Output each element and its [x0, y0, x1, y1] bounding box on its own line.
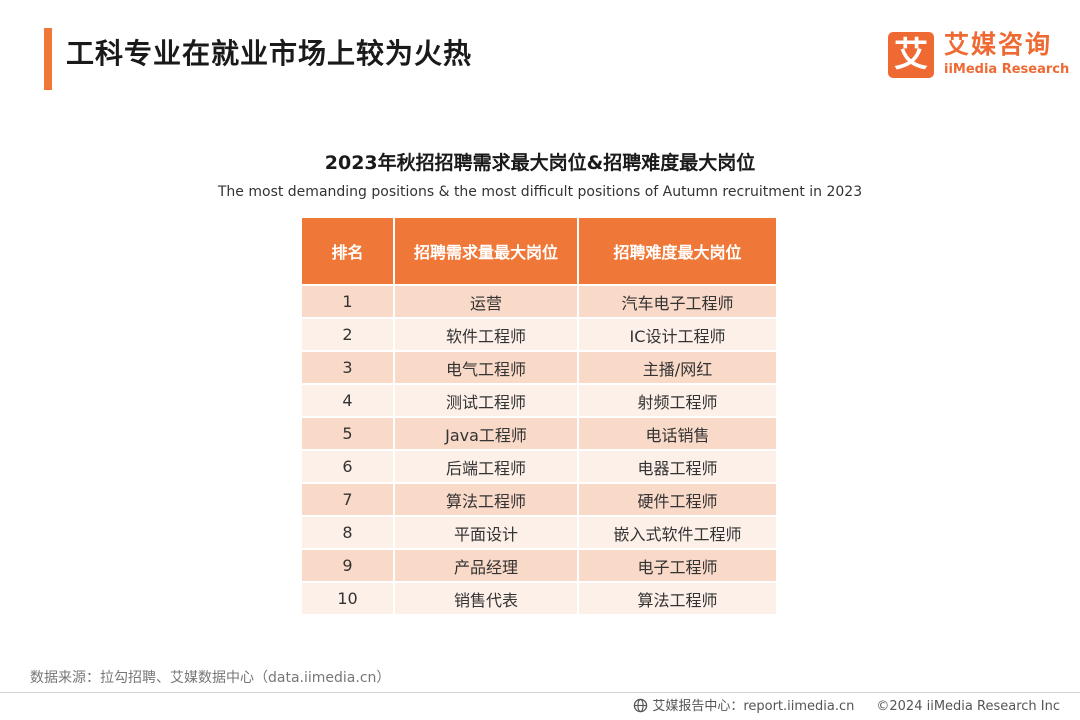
table-title: 2023年秋招招聘需求最大岗位&招聘难度最大岗位 — [324, 152, 756, 174]
table-row: 6 后端工程师 电器工程师 — [302, 449, 776, 483]
difficult-position-cell: 电子工程师 — [578, 548, 776, 582]
demand-position-cell: 后端工程师 — [394, 449, 579, 483]
footer-divider — [0, 692, 1080, 693]
rank-cell: 2 — [302, 317, 395, 351]
title-accent-bar — [44, 28, 52, 90]
table-row: 9 产品经理 电子工程师 — [302, 548, 776, 582]
difficult-position-cell: 算法工程师 — [578, 581, 776, 614]
ranking-table: 排名 招聘需求量最大岗位 招聘难度最大岗位 1 运营 汽车电子工程师 2 软件工程师 IC… — [302, 218, 776, 614]
difficult-position-cell: 主播/网红 — [578, 350, 776, 384]
rank-cell: 10 — [302, 581, 395, 614]
difficult-position-cell: 嵌入式软件工程师 — [578, 515, 776, 549]
report-center-link[interactable]: 艾媒报告中心：report.iimedia.cn — [652, 699, 855, 714]
logo-english-name: iiMedia Research — [944, 62, 1070, 77]
demand-position-cell: 运营 — [394, 284, 579, 318]
demand-position-cell: 销售代表 — [394, 581, 579, 614]
table-row: 4 测试工程师 射频工程师 — [302, 383, 776, 417]
rank-cell: 4 — [302, 383, 395, 417]
header-most-difficult: 招聘难度最大岗位 — [578, 218, 776, 285]
difficult-position-cell: 硬件工程师 — [578, 482, 776, 516]
table-row: 3 电气工程师 主播/网红 — [302, 350, 776, 384]
rank-cell: 5 — [302, 416, 395, 450]
table-row: 8 平面设计 嵌入式软件工程师 — [302, 515, 776, 549]
rank-cell: 1 — [302, 284, 395, 318]
rank-cell: 6 — [302, 449, 395, 483]
demand-position-cell: 算法工程师 — [394, 482, 579, 516]
difficult-position-cell: 电话销售 — [578, 416, 776, 450]
iimedia-logo: 艾 艾媒咨询 iiMedia Research — [888, 30, 1069, 86]
table-row: 7 算法工程师 硬件工程师 — [302, 482, 776, 516]
header-rank: 排名 — [302, 218, 395, 285]
demand-position-cell: 测试工程师 — [394, 383, 579, 417]
table-row: 1 运营 汽车电子工程师 — [302, 284, 776, 318]
header-most-demanded: 招聘需求量最大岗位 — [394, 218, 579, 285]
table-header-row: 排名 招聘需求量最大岗位 招聘难度最大岗位 — [302, 218, 776, 285]
demand-position-cell: 平面设计 — [394, 515, 579, 549]
difficult-position-cell: 电器工程师 — [578, 449, 776, 483]
table-row: 10 销售代表 算法工程师 — [302, 581, 776, 614]
rank-cell: 3 — [302, 350, 395, 384]
difficult-position-cell: IC设计工程师 — [578, 317, 776, 351]
difficult-position-cell: 射频工程师 — [578, 383, 776, 417]
footer: 艾媒报告中心：report.iimedia.cn ©2024 iiMedia Re… — [633, 697, 1060, 717]
demand-position-cell: 软件工程师 — [394, 317, 579, 351]
globe-icon — [634, 698, 648, 713]
copyright: ©2024 iiMedia Research Inc — [876, 699, 1060, 714]
table-row: 2 软件工程师 IC设计工程师 — [302, 317, 776, 351]
logo-mark-icon: 艾 — [888, 32, 934, 78]
demand-position-cell: Java工程师 — [394, 416, 579, 450]
table-subtitle: The most demanding positions & the most … — [217, 184, 863, 200]
demand-position-cell: 产品经理 — [394, 548, 579, 582]
demand-position-cell: 电气工程师 — [394, 350, 579, 384]
rank-cell: 7 — [302, 482, 395, 516]
data-source: 数据来源：拉勾招聘、艾媒数据中心（data.iimedia.cn） — [30, 670, 391, 686]
table-row: 5 Java工程师 电话销售 — [302, 416, 776, 450]
difficult-position-cell: 汽车电子工程师 — [578, 284, 776, 318]
logo-chinese-name: 艾媒咨询 — [944, 30, 1053, 59]
page-title: 工科专业在就业市场上较为火热 — [66, 37, 473, 70]
rank-cell: 8 — [302, 515, 395, 549]
rank-cell: 9 — [302, 548, 395, 582]
